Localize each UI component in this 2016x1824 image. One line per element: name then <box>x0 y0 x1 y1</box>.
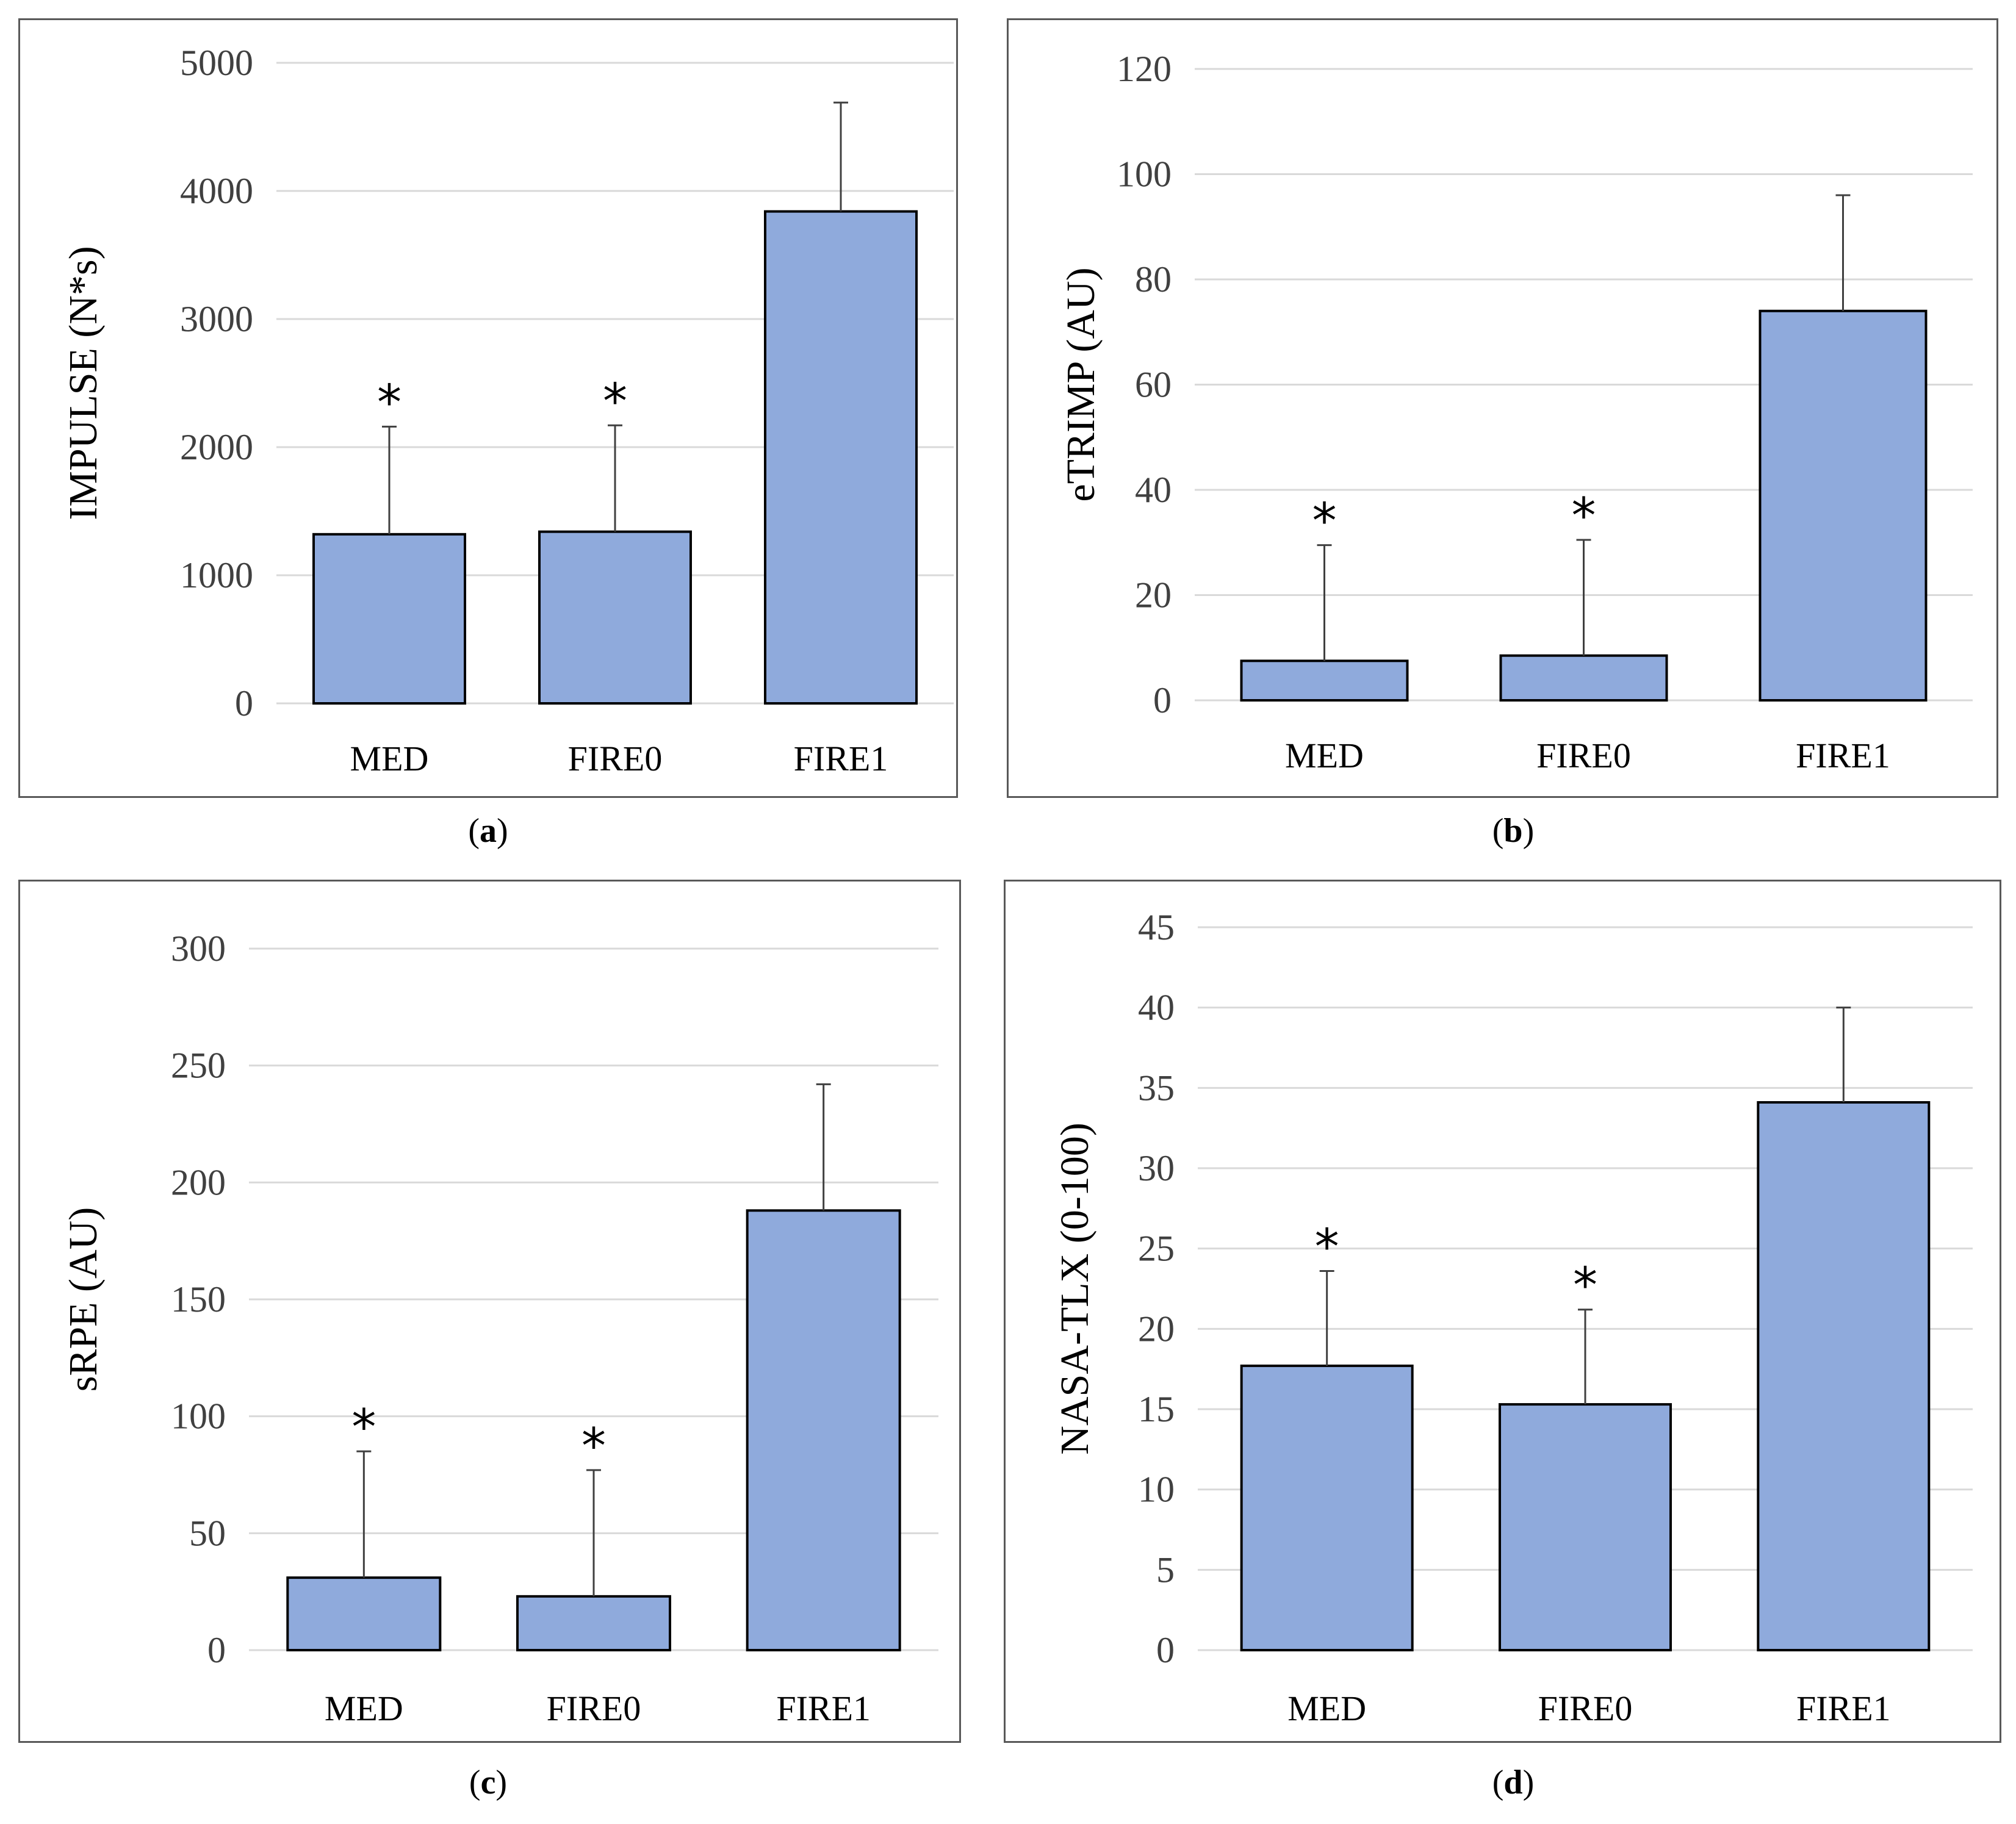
significance-marker: * <box>1572 487 1596 544</box>
y-tick-label: 5000 <box>180 43 253 83</box>
y-tick-label: 2000 <box>180 427 253 467</box>
y-tick-label: 25 <box>1138 1229 1175 1269</box>
bar-med <box>286 1576 442 1651</box>
x-category-label: FIRE1 <box>1796 1689 1891 1728</box>
y-tick-label: 100 <box>171 1396 226 1437</box>
significance-marker: * <box>351 1399 376 1456</box>
y-tick-label: 120 <box>1117 49 1172 89</box>
y-tick-label: 10 <box>1138 1470 1175 1510</box>
y-tick-label: 5 <box>1156 1549 1175 1590</box>
y-tick-label: 60 <box>1135 365 1172 405</box>
bar-chart-c: 0 50 100 150 200 250 300 sRPE (AU) * MED * FIRE0 FIR… <box>61 928 938 1728</box>
y-tick-label: 35 <box>1138 1068 1175 1108</box>
chart-frame-c: 0 50 100 150 200 250 300 sRPE (AU) * MED * FIRE0 FIR… <box>18 880 961 1743</box>
y-tick-label: 40 <box>1135 470 1172 510</box>
chart-frame-a: 0 1000 2000 3000 4000 5000 IMPULSE (N*s) * MED * F… <box>18 18 958 798</box>
bar-chart-b: 0 20 40 60 80 100 120 eTRIMP (AU) * MED * FIRE0 FIRE… <box>1059 49 1973 775</box>
y-tick-label: 30 <box>1138 1148 1175 1188</box>
significance-marker: * <box>603 373 627 429</box>
x-category-label: FIRE1 <box>776 1689 871 1728</box>
y-axis-label: NASA-TLX (0-100) <box>1053 1122 1097 1454</box>
y-tick-label: 250 <box>171 1046 226 1086</box>
caption-a: (a) <box>468 812 508 850</box>
y-tick-label: 40 <box>1138 988 1175 1028</box>
significance-marker: * <box>1312 493 1337 550</box>
x-category-label: FIRE0 <box>547 1689 641 1728</box>
y-tick-label: 0 <box>1156 1630 1175 1670</box>
significance-marker: * <box>377 374 401 431</box>
x-category-label: FIRE0 <box>1538 1689 1633 1728</box>
y-tick-label: 150 <box>171 1279 226 1320</box>
y-tick-label: 300 <box>171 928 226 969</box>
bar-fire0 <box>1499 1403 1672 1651</box>
bar-fire1 <box>1757 1101 1931 1651</box>
y-tick-label: 45 <box>1138 907 1175 947</box>
bar-med <box>1240 659 1409 702</box>
y-axis-label: sRPE (AU) <box>61 1207 106 1392</box>
x-category-label: FIRE0 <box>1536 736 1631 775</box>
bar-med <box>1240 1364 1414 1652</box>
significance-marker: * <box>1573 1257 1597 1314</box>
y-tick-label: 1000 <box>180 555 253 595</box>
x-category-label: MED <box>325 1689 403 1728</box>
y-tick-label: 80 <box>1135 259 1172 300</box>
y-tick-label: 20 <box>1138 1309 1175 1349</box>
chart-frame-d: 0 5 10 15 20 25 30 35 40 45 NASA-TLX (0-100) * MED * F… <box>1004 880 2001 1743</box>
bar-chart-d: 0 5 10 15 20 25 30 35 40 45 NASA-TLX (0-100) * MED * F… <box>1053 907 1973 1728</box>
y-tick-label: 0 <box>207 1630 226 1670</box>
bar-med <box>312 533 466 705</box>
x-category-label: MED <box>350 739 429 778</box>
chart-frame-b: 0 20 40 60 80 100 120 eTRIMP (AU) * MED * FIRE0 FIRE… <box>1007 18 1998 798</box>
y-tick-label: 100 <box>1117 154 1172 195</box>
y-tick-label: 0 <box>235 683 253 723</box>
y-tick-label: 200 <box>171 1162 226 1202</box>
significance-marker: * <box>581 1418 606 1474</box>
bar-fire1 <box>764 210 918 705</box>
bar-fire1 <box>1759 309 1928 702</box>
bar-fire1 <box>746 1209 901 1651</box>
x-category-label: MED <box>1285 736 1364 775</box>
x-category-label: MED <box>1287 1689 1366 1728</box>
x-category-label: FIRE0 <box>568 739 663 778</box>
caption-d: (d) <box>1492 1764 1535 1801</box>
y-tick-label: 4000 <box>180 171 253 211</box>
bar-fire0 <box>538 530 692 705</box>
caption-b: (b) <box>1492 812 1535 850</box>
y-tick-label: 0 <box>1153 680 1172 720</box>
x-category-label: FIRE1 <box>794 739 888 778</box>
caption-c: (c) <box>469 1764 508 1801</box>
y-axis-label: IMPULSE (N*s) <box>61 246 106 520</box>
y-tick-label: 15 <box>1138 1389 1175 1429</box>
significance-marker: * <box>1315 1219 1339 1276</box>
y-tick-label: 20 <box>1135 575 1172 616</box>
x-category-label: FIRE1 <box>1796 736 1890 775</box>
bar-fire0 <box>516 1595 671 1652</box>
bar-fire0 <box>1499 654 1668 702</box>
y-tick-label: 50 <box>189 1513 226 1553</box>
y-tick-label: 3000 <box>180 299 253 339</box>
bar-chart-a: 0 1000 2000 3000 4000 5000 IMPULSE (N*s) * MED * F… <box>61 43 954 778</box>
y-axis-label: eTRIMP (AU) <box>1059 267 1103 501</box>
